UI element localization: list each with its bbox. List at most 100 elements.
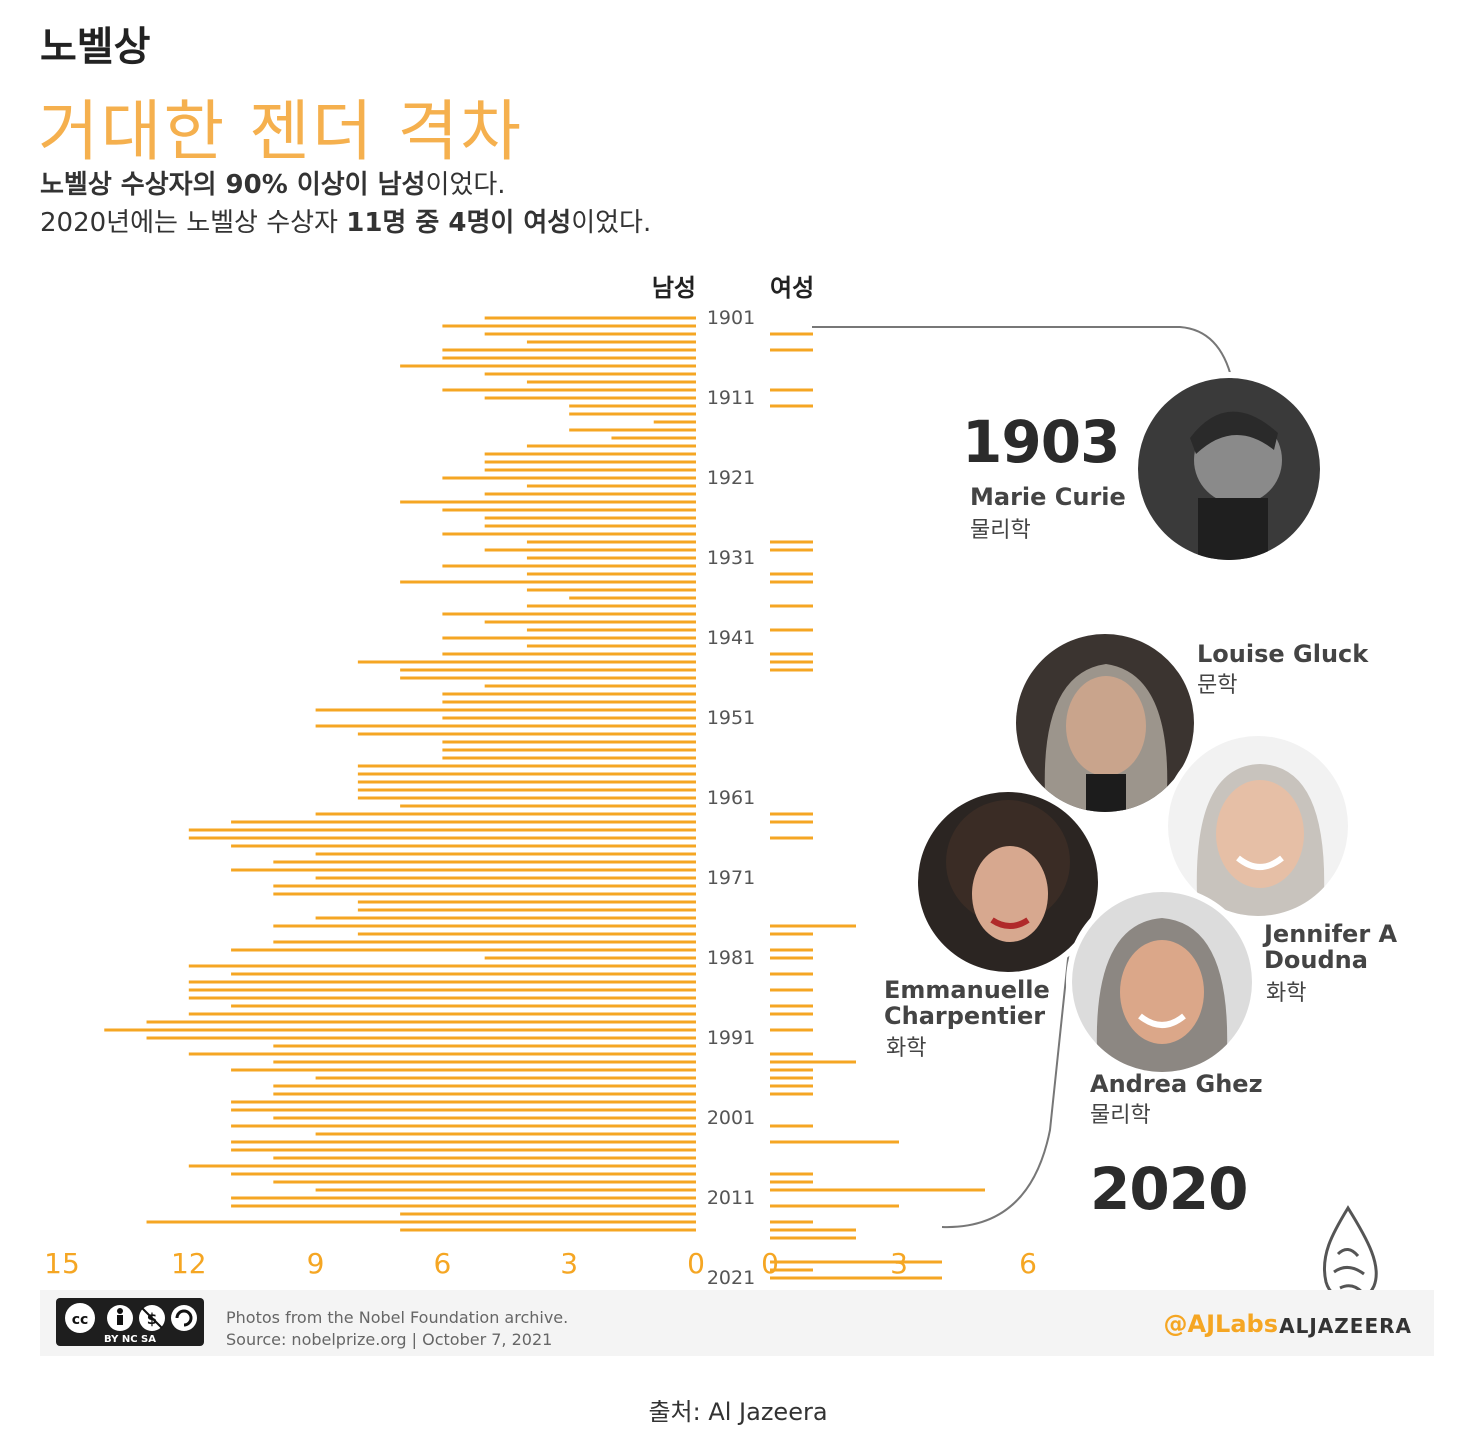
year-tick-label: 1901	[707, 307, 755, 329]
men-bar	[315, 1188, 696, 1192]
year-tick-label: 1981	[707, 947, 755, 969]
men-bar	[526, 604, 696, 608]
men-bar	[188, 980, 697, 984]
women-bar	[770, 628, 813, 632]
men-bar	[400, 580, 696, 584]
louise-gluck-photo	[1016, 634, 1194, 812]
men-bar	[231, 844, 697, 848]
men-bar	[442, 348, 696, 352]
men-bar	[231, 1124, 697, 1128]
men-bar	[484, 524, 696, 528]
source-caption: 출처: Al Jazeera	[648, 1398, 828, 1426]
jennifer-doudna-photo	[1168, 736, 1348, 916]
women-bar	[770, 1068, 813, 1072]
women-x-tick-label: 0	[761, 1247, 779, 1280]
year-1903: 1903	[962, 408, 1120, 476]
men-bar	[400, 668, 696, 672]
men-bar	[526, 340, 696, 344]
women-bar	[770, 1092, 813, 1096]
men-bar	[484, 620, 696, 624]
year-tick-label: 2001	[707, 1107, 755, 1129]
men-bar	[231, 1148, 697, 1152]
men-bar	[526, 588, 696, 592]
men-x-tick-label: 3	[560, 1247, 578, 1280]
men-bar	[357, 932, 696, 936]
men-bar	[273, 1060, 696, 1064]
men-bar	[442, 564, 696, 568]
men-bar	[273, 924, 696, 928]
year-2020: 2020	[1090, 1155, 1248, 1223]
year-labels-group: 1901 1911 1921 1931 1941 1951 1961 1971 1981 1991…	[707, 307, 755, 1289]
emmanuelle-charpentier-photo	[918, 792, 1098, 972]
men-bar	[400, 500, 696, 504]
men-bar	[315, 812, 696, 816]
men-bar	[273, 1044, 696, 1048]
emmanuelle-charpentier-name: Emmanuelle Charpentier	[884, 976, 1050, 1030]
men-bar	[484, 460, 696, 464]
men-series-label: 남성	[652, 274, 696, 302]
women-bar	[770, 932, 813, 936]
men-bar	[188, 1012, 697, 1016]
men-bar	[231, 1172, 697, 1176]
women-bar	[770, 972, 813, 976]
men-bar	[400, 1228, 696, 1232]
year-tick-label: 2011	[707, 1187, 755, 1209]
men-bar	[526, 628, 696, 632]
men-bar	[104, 1028, 697, 1032]
men-bar	[315, 1132, 696, 1136]
women-bar	[770, 1260, 942, 1264]
men-bar	[484, 492, 696, 496]
louise-gluck-name: Louise Gluck	[1197, 640, 1369, 668]
women-bar	[770, 1012, 813, 1016]
jennifer-doudna-field: 화학	[1266, 981, 1307, 1006]
men-bar	[357, 772, 696, 776]
men-bar	[357, 900, 696, 904]
license-text: BY NC SA	[104, 1334, 156, 1345]
year-tick-label: 1921	[707, 467, 755, 489]
men-bar	[442, 692, 696, 696]
men-x-tick-label: 15	[44, 1247, 80, 1280]
men-bar	[231, 1204, 697, 1208]
men-x-tick-label: 9	[307, 1247, 325, 1280]
women-bar	[770, 1084, 813, 1088]
men-x-tick-label: 6	[433, 1247, 451, 1280]
men-bar	[188, 988, 697, 992]
men-bar	[188, 1164, 697, 1168]
men-bar	[569, 428, 696, 432]
men-bar	[315, 916, 696, 920]
men-bar	[357, 788, 696, 792]
ajlabs-handle: @AJLabs	[1163, 1310, 1278, 1338]
photo-credit: Photos from the Nobel Foundation archive…	[226, 1308, 569, 1327]
men-bar	[569, 412, 696, 416]
men-bar	[400, 1212, 696, 1216]
men-bars-group	[104, 316, 697, 1232]
women-bar	[770, 1140, 899, 1144]
men-bar	[653, 420, 696, 424]
women-bar	[770, 1188, 985, 1192]
men-bar	[442, 652, 696, 656]
women-bar	[770, 348, 813, 352]
women-bar	[770, 948, 813, 952]
year-tick-label: 1961	[707, 787, 755, 809]
men-bar	[273, 1116, 696, 1120]
source-credit: Source: nobelprize.org | October 7, 2021	[226, 1330, 553, 1349]
men-bar	[146, 1036, 697, 1040]
women-x-tick-label: 3	[890, 1247, 908, 1280]
men-bar	[315, 708, 696, 712]
men-bar	[273, 892, 696, 896]
men-bar	[357, 908, 696, 912]
men-bar	[315, 852, 696, 856]
women-bar	[770, 652, 813, 656]
women-bar	[770, 660, 813, 664]
men-bar	[442, 636, 696, 640]
men-bar	[315, 876, 696, 880]
women-bar	[770, 1268, 813, 1272]
men-bar	[273, 1092, 696, 1096]
women-bar	[770, 668, 813, 672]
headline: 거대한 젠더 격차	[38, 93, 523, 170]
men-bar	[442, 740, 696, 744]
men-bar	[526, 380, 696, 384]
year-tick-label: 1911	[707, 387, 755, 409]
men-bar	[400, 804, 696, 808]
